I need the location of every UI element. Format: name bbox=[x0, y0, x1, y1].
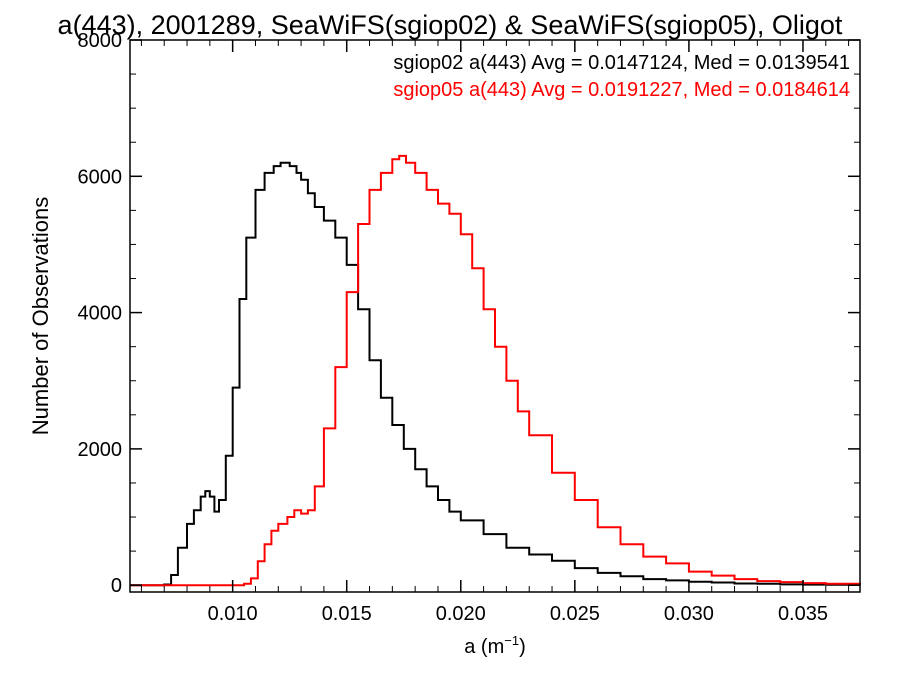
plot-frame bbox=[129, 39, 861, 593]
series-group bbox=[130, 154, 861, 587]
y-tick-label: 6000 bbox=[78, 166, 123, 188]
y-axis: 0 2000 4000 6000 8000 bbox=[78, 30, 860, 597]
y-tick-label: 2000 bbox=[78, 439, 123, 461]
x-axis-label-end: ) bbox=[519, 636, 526, 658]
x-axis: 0.010 0.015 0.020 0.025 0.030 0.035 bbox=[140, 40, 850, 625]
legend-entry-sgiop02: sgiop02 a(443) Avg = 0.0147124, Med = 0.… bbox=[393, 52, 850, 74]
x-axis-label-base: a (m bbox=[464, 636, 504, 658]
y-tick-label: 0 bbox=[111, 575, 122, 597]
y-tick-label: 8000 bbox=[78, 30, 123, 52]
chart-title: a(443), 2001289, SeaWiFS(sgiop02) & SeaW… bbox=[58, 10, 843, 40]
legend-entry-sgiop05: sgiop05 a(443) Avg = 0.0191227, Med = 0.… bbox=[393, 79, 850, 101]
x-tick-label: 0.010 bbox=[208, 603, 258, 625]
x-axis-label: a (m−1) bbox=[464, 633, 526, 658]
y-tick-label: 4000 bbox=[78, 303, 123, 325]
x-tick-label: 0.030 bbox=[664, 603, 714, 625]
x-tick-label: 0.020 bbox=[436, 603, 486, 625]
y-axis-label: Number of Observations bbox=[28, 197, 53, 435]
x-tick-label: 0.035 bbox=[778, 603, 828, 625]
x-tick-label: 0.025 bbox=[550, 603, 600, 625]
x-axis-label-superscript: −1 bbox=[504, 633, 519, 648]
series-line-sgiop05 bbox=[130, 154, 861, 587]
legend: sgiop02 a(443) Avg = 0.0147124, Med = 0.… bbox=[393, 52, 850, 101]
series-line-sgiop02 bbox=[130, 161, 861, 587]
x-tick-label: 0.015 bbox=[322, 603, 372, 625]
